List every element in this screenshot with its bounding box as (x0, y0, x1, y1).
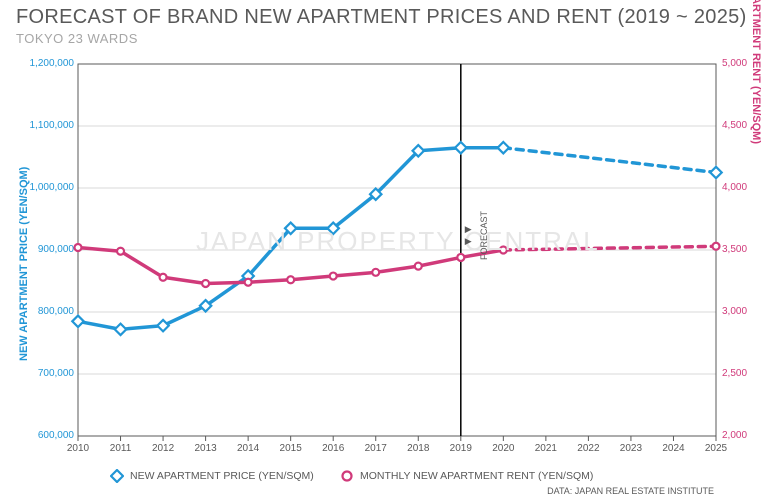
y2-axis-label: MONTHLY APARTMENT RENT (YEN/SQM) (750, 0, 762, 144)
y1-tick: 800,000 (20, 306, 74, 317)
x-tick: 2021 (535, 443, 557, 454)
chart-svg (0, 56, 780, 500)
y1-tick: 700,000 (20, 368, 74, 379)
y1-tick: 1,100,000 (20, 120, 74, 131)
x-tick: 2022 (577, 443, 599, 454)
x-tick: 2013 (194, 443, 216, 454)
data-source: DATA: JAPAN REAL ESTATE INSTITUTE (547, 486, 714, 496)
forecast-arrow-icon: ▶ (465, 224, 472, 235)
y1-tick: 600,000 (20, 430, 74, 441)
x-tick: 2023 (620, 443, 642, 454)
y2-tick: 5,000 (722, 58, 747, 69)
chart-area: JAPAN PROPERTY CENTRAL NEW APARTMENT PRI… (0, 56, 780, 500)
legend-item: NEW APARTMENT PRICE (YEN/SQM) (110, 469, 314, 483)
y1-axis-label: NEW APARTMENT PRICE (YEN/SQM) (18, 167, 30, 361)
y1-tick: 1,200,000 (20, 58, 74, 69)
y2-tick: 2,500 (722, 368, 747, 379)
chart-container: FORECAST OF BRAND NEW APARTMENT PRICES A… (0, 0, 780, 500)
x-tick: 2019 (450, 443, 472, 454)
legend-item: MONTHLY NEW APARTMENT RENT (YEN/SQM) (340, 469, 593, 483)
x-tick: 2017 (365, 443, 387, 454)
y2-tick: 4,500 (722, 120, 747, 131)
x-tick: 2024 (662, 443, 684, 454)
y2-tick: 2,000 (722, 430, 747, 441)
x-tick: 2010 (67, 443, 89, 454)
y1-tick: 900,000 (20, 244, 74, 255)
y2-tick: 4,000 (722, 182, 747, 193)
diamond-marker-icon (110, 469, 124, 483)
x-tick: 2025 (705, 443, 727, 454)
x-tick: 2020 (492, 443, 514, 454)
x-tick: 2015 (280, 443, 302, 454)
y1-tick: 1,000,000 (20, 182, 74, 193)
circle-marker-icon (340, 469, 354, 483)
x-tick: 2012 (152, 443, 174, 454)
x-tick: 2018 (407, 443, 429, 454)
forecast-label: FORECAST (479, 211, 489, 260)
y2-tick: 3,500 (722, 244, 747, 255)
forecast-arrow-icon: ▶ (465, 236, 472, 247)
chart-subtitle: TOKYO 23 WARDS (16, 31, 138, 46)
y2-tick: 3,000 (722, 306, 747, 317)
legend-label: NEW APARTMENT PRICE (YEN/SQM) (130, 470, 314, 482)
x-tick: 2016 (322, 443, 344, 454)
x-tick: 2011 (110, 443, 132, 454)
legend-label: MONTHLY NEW APARTMENT RENT (YEN/SQM) (360, 470, 593, 482)
chart-title: FORECAST OF BRAND NEW APARTMENT PRICES A… (16, 6, 747, 29)
x-tick: 2014 (237, 443, 259, 454)
